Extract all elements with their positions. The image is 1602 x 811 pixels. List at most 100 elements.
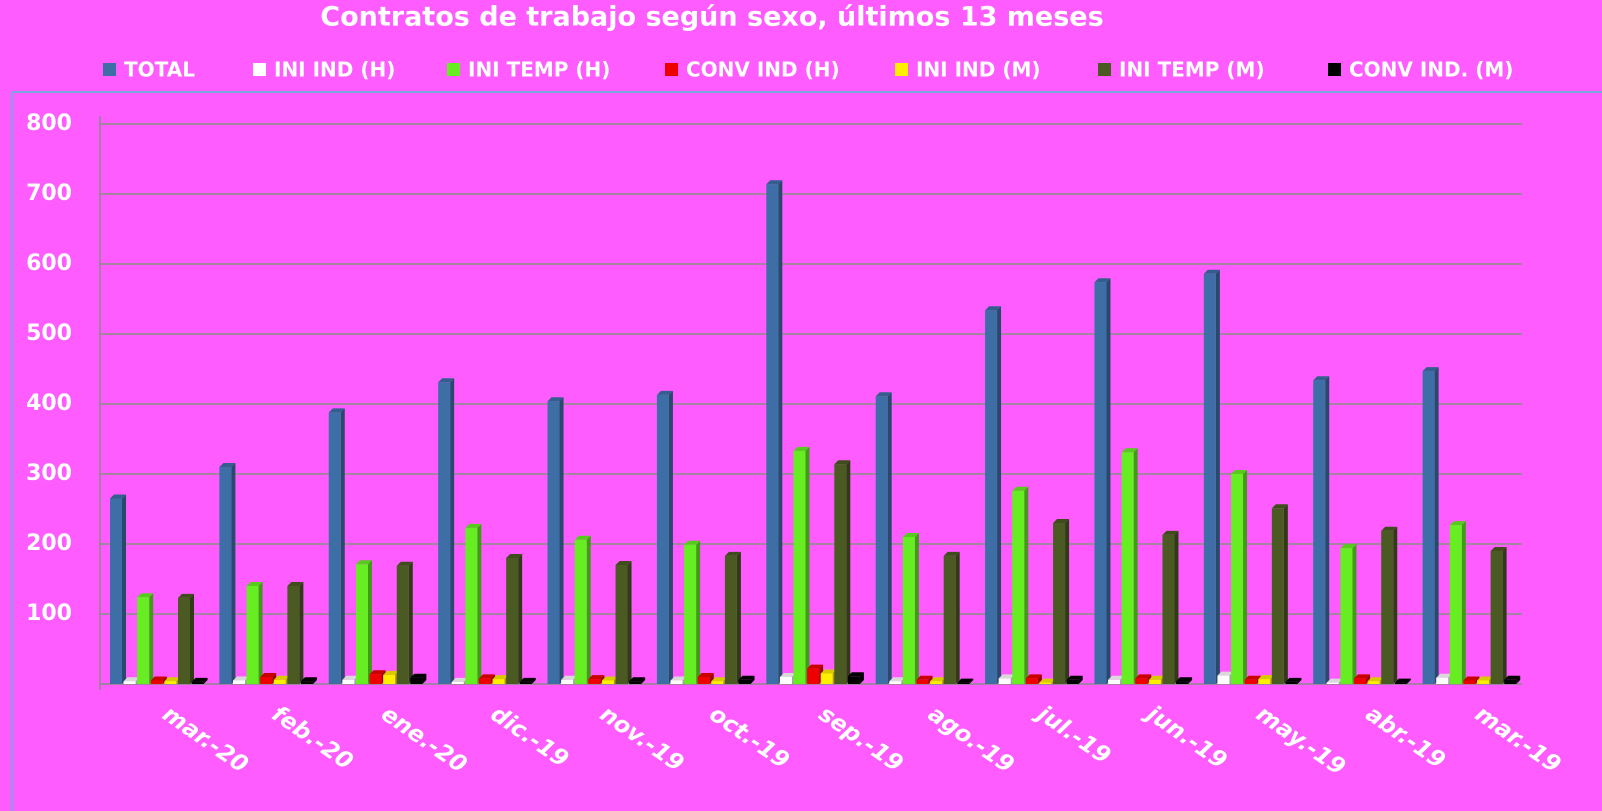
bar: [985, 310, 998, 684]
bar: [724, 555, 737, 684]
bar-side: [1174, 530, 1179, 684]
bar-top: [1326, 678, 1343, 683]
bar-top: [1053, 519, 1070, 523]
bar-side: [258, 582, 263, 684]
bar-top: [820, 669, 837, 674]
bar-top: [1463, 676, 1480, 681]
bar: [342, 679, 355, 684]
bar: [1258, 679, 1271, 684]
bar: [164, 681, 177, 684]
bar-side: [1078, 675, 1083, 684]
bar: [930, 681, 943, 684]
bar: [889, 681, 902, 684]
bar-top: [1394, 678, 1411, 683]
bar-top: [355, 560, 372, 565]
bar-side: [778, 180, 783, 684]
bar-top: [342, 675, 359, 680]
bar-top: [916, 675, 933, 680]
bar-side: [1461, 521, 1466, 684]
bar-top: [273, 675, 290, 680]
bar: [451, 681, 464, 684]
bar-top: [300, 677, 317, 682]
bar-top: [807, 664, 824, 669]
bar-side: [1065, 519, 1070, 684]
bar-side: [1325, 376, 1330, 684]
bar-side: [149, 593, 154, 684]
bar-top: [492, 675, 509, 680]
bar-top: [1367, 677, 1384, 682]
bar-top: [889, 677, 906, 682]
bar-top: [123, 677, 140, 682]
bar-side: [1147, 674, 1152, 684]
bar-top: [1271, 504, 1288, 509]
bar-top: [574, 535, 591, 540]
bar: [1271, 508, 1284, 684]
legend-label: TOTAL: [124, 58, 195, 82]
bar-top: [1504, 675, 1521, 680]
bar-top: [1203, 269, 1220, 274]
legend-swatch: [253, 63, 266, 76]
bar: [1217, 675, 1230, 684]
bar-top: [219, 463, 236, 467]
legend-label: INI TEMP (M): [1119, 58, 1265, 82]
bar: [1326, 682, 1339, 684]
bar: [834, 464, 847, 684]
bar-side: [600, 675, 605, 684]
bar: [246, 586, 259, 684]
bar-side: [1188, 677, 1193, 684]
bar-top: [615, 561, 632, 565]
bar: [738, 679, 751, 684]
bar-side: [272, 673, 277, 684]
bar-top: [191, 677, 208, 682]
bar: [369, 674, 382, 684]
bar: [561, 679, 574, 684]
bar-top: [1354, 674, 1371, 679]
bar: [547, 401, 560, 684]
bar-top: [957, 678, 974, 683]
bar-side: [299, 582, 304, 684]
bar-top: [998, 674, 1015, 679]
bar-side: [627, 561, 632, 684]
bar-side: [846, 460, 851, 684]
bar-side: [969, 678, 974, 684]
bar-top: [1477, 676, 1494, 681]
bar-top: [1012, 486, 1029, 491]
y-tick-label: 800: [26, 111, 72, 136]
bar: [615, 565, 628, 684]
bar: [1025, 678, 1038, 684]
bar: [820, 673, 833, 684]
bar: [178, 597, 190, 684]
bar-top: [506, 554, 523, 558]
bar-side: [450, 378, 455, 684]
bar: [943, 555, 956, 684]
bar: [793, 450, 806, 684]
bar-top: [1135, 674, 1152, 679]
bar-top: [1039, 678, 1056, 683]
bar: [191, 681, 204, 684]
bar-side: [641, 677, 646, 684]
bar: [219, 467, 232, 684]
bar-side: [1037, 674, 1042, 684]
bar: [1012, 490, 1025, 684]
legend-swatch: [103, 63, 116, 76]
bar-top: [1066, 675, 1083, 680]
legend-label: CONV IND (H): [686, 58, 840, 82]
bar: [1162, 534, 1175, 684]
bar-side: [668, 390, 673, 684]
y-tick-label: 600: [26, 251, 72, 276]
bar-top: [561, 675, 578, 680]
bar: [1203, 273, 1216, 684]
bar: [1066, 679, 1079, 684]
bar-top: [847, 672, 864, 677]
bar-side: [750, 675, 755, 684]
bar-top: [1258, 675, 1275, 680]
bar-top: [1231, 470, 1248, 474]
bar: [478, 678, 491, 684]
bar-top: [1381, 526, 1398, 531]
bar: [629, 681, 642, 684]
legend-swatch: [447, 63, 460, 76]
bar-top: [985, 306, 1002, 311]
bar: [355, 564, 368, 684]
